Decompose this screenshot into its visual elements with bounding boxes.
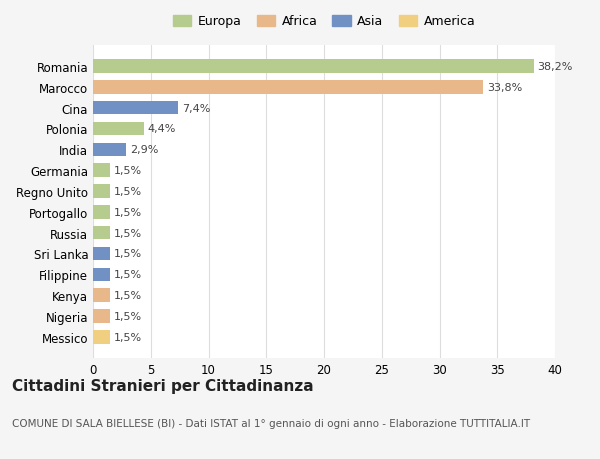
Bar <box>93 206 110 219</box>
Bar <box>93 101 178 115</box>
Bar <box>93 330 110 344</box>
Text: 1,5%: 1,5% <box>114 270 142 280</box>
Text: 1,5%: 1,5% <box>114 332 142 342</box>
Bar <box>93 164 110 178</box>
Bar <box>93 247 110 261</box>
Text: 1,5%: 1,5% <box>114 249 142 259</box>
Text: 2,9%: 2,9% <box>130 145 158 155</box>
Text: Cittadini Stranieri per Cittadinanza: Cittadini Stranieri per Cittadinanza <box>12 379 314 394</box>
Bar <box>93 309 110 323</box>
Text: 7,4%: 7,4% <box>182 103 211 113</box>
Text: 1,5%: 1,5% <box>114 311 142 321</box>
Bar <box>93 268 110 281</box>
Text: 1,5%: 1,5% <box>114 207 142 218</box>
Text: 1,5%: 1,5% <box>114 291 142 301</box>
Text: 1,5%: 1,5% <box>114 186 142 196</box>
Bar <box>93 60 534 73</box>
Text: 1,5%: 1,5% <box>114 228 142 238</box>
Bar <box>93 185 110 198</box>
Text: 4,4%: 4,4% <box>147 124 176 134</box>
Bar <box>93 226 110 240</box>
Bar <box>93 289 110 302</box>
Text: COMUNE DI SALA BIELLESE (BI) - Dati ISTAT al 1° gennaio di ogni anno - Elaborazi: COMUNE DI SALA BIELLESE (BI) - Dati ISTA… <box>12 418 530 428</box>
Bar <box>93 81 484 95</box>
Text: 38,2%: 38,2% <box>538 62 573 72</box>
Bar <box>93 123 144 136</box>
Bar <box>93 143 127 157</box>
Text: 1,5%: 1,5% <box>114 166 142 176</box>
Text: 33,8%: 33,8% <box>487 83 522 93</box>
Legend: Europa, Africa, Asia, America: Europa, Africa, Asia, America <box>167 11 481 34</box>
